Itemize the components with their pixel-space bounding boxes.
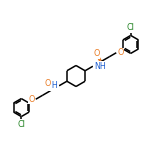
- Text: Cl: Cl: [127, 23, 135, 32]
- Text: Cl: Cl: [17, 120, 25, 129]
- Text: O: O: [117, 48, 124, 57]
- Text: O: O: [28, 95, 35, 104]
- Text: O: O: [45, 79, 51, 88]
- Text: NH: NH: [46, 81, 58, 90]
- Text: NH: NH: [94, 62, 106, 71]
- Text: O: O: [93, 49, 100, 58]
